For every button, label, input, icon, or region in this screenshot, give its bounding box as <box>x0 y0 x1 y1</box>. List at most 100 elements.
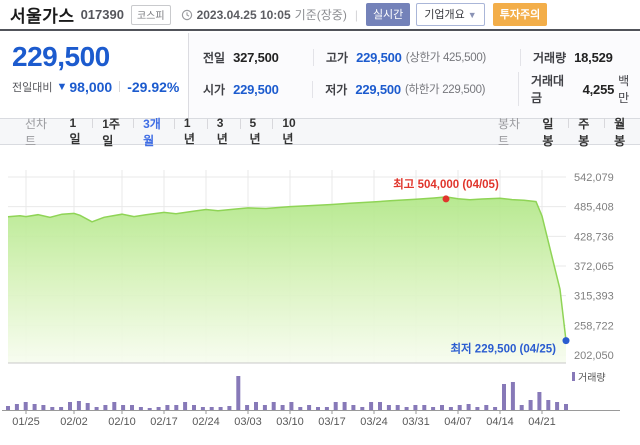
prev-close-label: 전일 <box>203 50 226 65</box>
volume-bar <box>519 405 524 410</box>
volume-bar <box>484 405 489 410</box>
volume-bar <box>395 405 400 410</box>
x-axis-label: 02/02 <box>60 416 88 428</box>
volume-bar <box>448 407 453 410</box>
change-label: 전일대비 <box>12 81 53 94</box>
quote-info-panel: 229,500 전일대비 ▼ 98,000 -29.92% 전일 327,500… <box>0 33 640 118</box>
volume-bar <box>404 407 409 410</box>
volume-bar <box>121 405 126 410</box>
company-overview-dropdown[interactable]: 기업개요 ▼ <box>416 3 485 26</box>
tab-1day[interactable]: 1일 <box>69 116 81 146</box>
x-axis-label: 02/17 <box>150 416 178 428</box>
trade-amount-unit: 백만 <box>618 74 630 105</box>
volume-bar <box>59 407 64 410</box>
volume-bar <box>493 407 498 410</box>
volume-bar <box>431 407 436 410</box>
volume-bar <box>103 405 108 410</box>
clock-icon <box>181 9 193 21</box>
tab-10year[interactable]: 10년 <box>272 116 310 147</box>
volume-bar <box>112 402 117 410</box>
investment-caution-badge: 투자주의 <box>492 3 548 26</box>
volume-bar <box>85 403 90 410</box>
line-chart-group-label: 선차트 <box>25 116 48 148</box>
volume-bar <box>422 405 427 410</box>
trade-amount-value: 4,255 <box>582 81 615 97</box>
tab-3month[interactable]: 3개월 <box>133 115 174 149</box>
volume-bar <box>209 407 214 410</box>
x-axis-label: 02/10 <box>108 416 136 428</box>
tab-daily-candle[interactable]: 일봉 <box>542 116 554 148</box>
trade-amount-label: 거래대금 <box>530 74 565 105</box>
low-label: 저가 <box>325 82 348 97</box>
volume-bar <box>227 406 232 410</box>
price-chart-svg: 542,079 485,408 428,736 372,065 315,393 258,7… <box>2 170 620 428</box>
realtime-badge[interactable]: 실시간 <box>365 3 411 26</box>
x-axis-label: 04/21 <box>528 416 556 428</box>
volume-bar <box>94 407 99 410</box>
volume-bar <box>440 405 444 410</box>
stock-name: 서울가스 <box>10 7 75 26</box>
volume-bar <box>466 404 471 410</box>
volume-bar <box>130 405 134 410</box>
stock-code: 017390 <box>80 7 124 22</box>
low-annotation: 최저 229,500 (04/25) <box>450 342 556 356</box>
volume-bar <box>378 402 382 410</box>
table-row: 전일 327,500 고가 229,500 (상한가 425,500) 거래량 … <box>203 41 640 73</box>
price-line <box>7 196 567 341</box>
tab-1week[interactable]: 1주일 <box>92 115 133 149</box>
candle-chart-group-label: 봉차트 <box>497 116 521 148</box>
volume-bar <box>262 405 267 410</box>
lower-limit-value: (하한가 229,500) <box>404 84 486 96</box>
high-label: 고가 <box>326 50 349 65</box>
tab-5year[interactable]: 5년 <box>239 116 273 147</box>
volume-bar <box>156 407 161 410</box>
volume-bar <box>236 376 241 410</box>
tab-weekly-candle[interactable]: 주봉 <box>568 115 604 149</box>
open-value: 229,500 <box>233 81 279 97</box>
low-value: 229,500 <box>355 81 401 97</box>
y-axis-label: 315,393 <box>574 291 614 303</box>
divider <box>119 81 121 93</box>
tab-1year[interactable]: 1년 <box>173 116 207 147</box>
x-axis-label: 03/24 <box>360 416 388 428</box>
volume-label: 거래량 <box>533 50 567 65</box>
volume-bar <box>307 405 312 410</box>
x-axis-label: 04/14 <box>486 416 514 428</box>
volume-bar <box>14 404 19 410</box>
volume-bar <box>147 408 152 410</box>
volume-bar <box>564 404 568 410</box>
y-axis-label: 428,736 <box>574 231 614 243</box>
chart-period-tabbar: 선차트 1일 1주일 3개월 1년 3년 5년 10년 봉차트 일봉 주봉 월봉 <box>0 116 640 148</box>
y-axis-label: 202,050 <box>574 350 614 362</box>
volume-bar <box>537 392 542 410</box>
upper-limit-value: (상한가 425,500) <box>405 52 487 64</box>
price-chart: 542,079 485,408 428,736 372,065 315,393 258,7… <box>0 150 640 445</box>
y-axis-label: 372,065 <box>574 261 614 273</box>
volume-bar <box>413 405 418 410</box>
x-axis-label: 03/10 <box>276 416 304 428</box>
x-axis-label: 04/07 <box>444 416 472 428</box>
volume-bar <box>342 402 347 410</box>
volume-bar <box>386 405 391 410</box>
volume-legend-icon <box>572 372 575 381</box>
tab-monthly-candle[interactable]: 월봉 <box>604 115 640 149</box>
volume-legend-label: 거래량 <box>578 372 606 384</box>
volume-bar <box>68 402 72 410</box>
volume-bar <box>32 404 37 410</box>
volume-bar <box>200 407 205 410</box>
open-label: 시가 <box>203 82 226 97</box>
current-price: 229,500 <box>12 41 110 72</box>
price-area-fill <box>8 196 566 363</box>
y-axis-label: 542,079 <box>574 172 614 184</box>
header-separator: | <box>354 7 358 22</box>
volume-bar <box>41 405 46 410</box>
low-marker-dot <box>562 337 570 345</box>
volume-bar <box>546 400 551 410</box>
volume-bar <box>475 407 480 410</box>
chevron-down-icon: ▼ <box>467 10 477 20</box>
tab-3year[interactable]: 3년 <box>206 116 240 147</box>
volume-bar <box>510 382 515 410</box>
volume-bar <box>245 405 250 410</box>
market-badge: 코스피 <box>130 4 171 25</box>
high-marker-dot <box>442 195 450 203</box>
